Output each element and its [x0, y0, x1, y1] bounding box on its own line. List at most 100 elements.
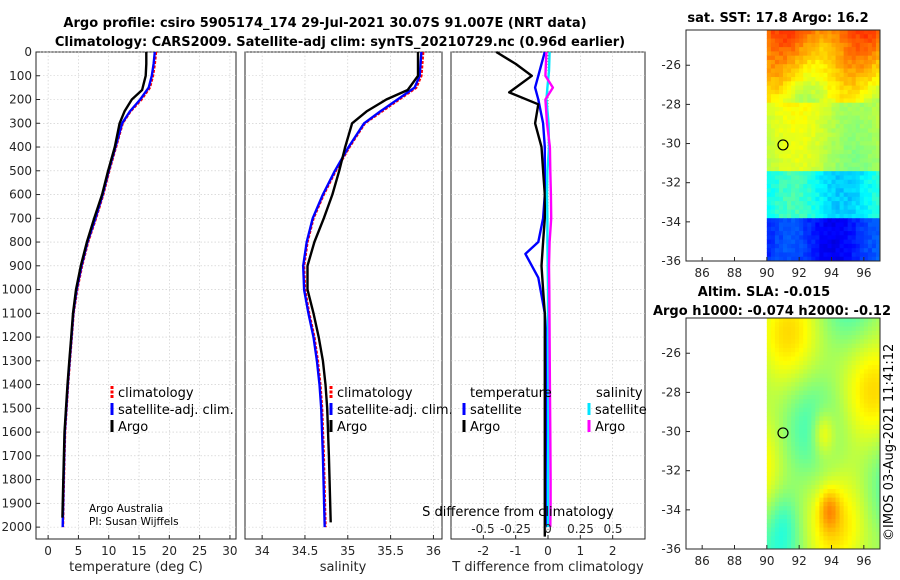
map-cell	[859, 352, 865, 357]
map-cell	[859, 205, 865, 211]
map-cell	[871, 480, 877, 486]
map-cell	[803, 395, 808, 400]
map-cell	[863, 446, 869, 452]
map-cell	[774, 360, 780, 366]
map-cell	[803, 179, 808, 185]
map-cell	[863, 412, 869, 417]
map-cell	[766, 162, 772, 168]
map-cell	[766, 235, 772, 241]
top-x-tick-label: 0.25	[567, 522, 594, 536]
map-cell	[766, 501, 772, 507]
map-cell	[847, 420, 853, 426]
map-cell	[859, 38, 865, 44]
map-cell	[787, 497, 792, 503]
map-cell	[871, 77, 877, 82]
map-cell	[778, 188, 784, 193]
map-cell	[787, 322, 792, 327]
sst-map-title: sat. SST: 17.8 Argo: 16.2	[687, 11, 868, 26]
map-cell	[795, 77, 800, 82]
map-cell	[803, 209, 808, 215]
map-cell	[875, 318, 881, 323]
map-cell	[823, 81, 828, 87]
map-cell	[791, 424, 796, 430]
map-cell	[774, 192, 780, 198]
map-cell	[871, 81, 877, 87]
map-cell	[863, 102, 869, 108]
top-x-tick-label: -0.25	[500, 522, 531, 536]
map-cell	[859, 59, 865, 65]
map-cell	[843, 149, 849, 155]
map-cell	[811, 154, 816, 159]
map-cell	[791, 30, 796, 35]
map-cell	[795, 64, 800, 69]
map-cell	[795, 51, 800, 57]
map-cell	[783, 30, 788, 35]
map-cell	[835, 166, 840, 172]
map-cell	[843, 107, 849, 112]
map-cell	[807, 81, 812, 87]
map-cell	[778, 412, 784, 417]
map-cell	[795, 395, 800, 400]
map-cell	[859, 540, 865, 546]
map-cell	[795, 429, 800, 434]
map-cell	[831, 420, 836, 426]
map-cell	[783, 459, 788, 464]
map-cell	[803, 489, 808, 494]
map-cell	[859, 188, 865, 193]
map-cell	[839, 34, 845, 39]
map-cell	[815, 540, 820, 546]
map-cell	[823, 544, 828, 550]
map-cell	[815, 352, 820, 357]
map-cell	[803, 107, 808, 112]
map-cell	[770, 514, 776, 520]
map-cell	[783, 540, 788, 546]
map-cell	[851, 55, 857, 61]
map-cell	[823, 326, 828, 332]
map-cell	[831, 235, 836, 241]
map-cell	[851, 235, 857, 241]
map-cell	[851, 239, 857, 245]
map-cell	[803, 252, 808, 258]
map-cell	[871, 222, 877, 228]
map-cell	[787, 412, 792, 417]
map-cell	[811, 386, 816, 392]
map-cell	[827, 47, 832, 52]
map-cell	[770, 166, 776, 172]
map-cell	[859, 446, 865, 452]
map-cell	[823, 166, 828, 172]
map-cell	[847, 527, 853, 533]
map-cell	[778, 420, 784, 426]
map-cell	[815, 510, 820, 516]
x-tick-label: 34.5	[292, 544, 319, 558]
map-cell	[783, 476, 788, 481]
map-cell	[847, 179, 853, 185]
map-cell	[791, 68, 796, 74]
map-cell	[807, 369, 812, 375]
map-cell	[774, 205, 780, 211]
map-cell	[871, 55, 877, 61]
map-cell	[783, 352, 788, 357]
map-cell	[835, 506, 840, 511]
y-tick-label: 2000	[1, 520, 32, 534]
map-cell	[831, 531, 836, 537]
map-cell	[863, 201, 869, 206]
map-cell	[811, 330, 816, 336]
map-cell	[827, 51, 832, 57]
map-cell	[859, 377, 865, 383]
map-cell	[823, 330, 828, 336]
map-cell	[807, 252, 812, 258]
map-cell	[811, 248, 816, 253]
map-cell	[815, 343, 820, 349]
map-cell	[778, 209, 784, 215]
map-cell	[855, 536, 861, 541]
legend-temperature-header: temperature	[470, 386, 552, 401]
map-cell	[827, 59, 832, 65]
map-cell	[799, 347, 804, 353]
map-cell	[799, 222, 804, 228]
map-cell	[855, 243, 861, 249]
map-cell	[831, 209, 836, 215]
map-cell	[875, 154, 881, 159]
map-cell	[831, 102, 836, 108]
map-cell	[867, 382, 873, 387]
map-cell	[819, 544, 824, 550]
